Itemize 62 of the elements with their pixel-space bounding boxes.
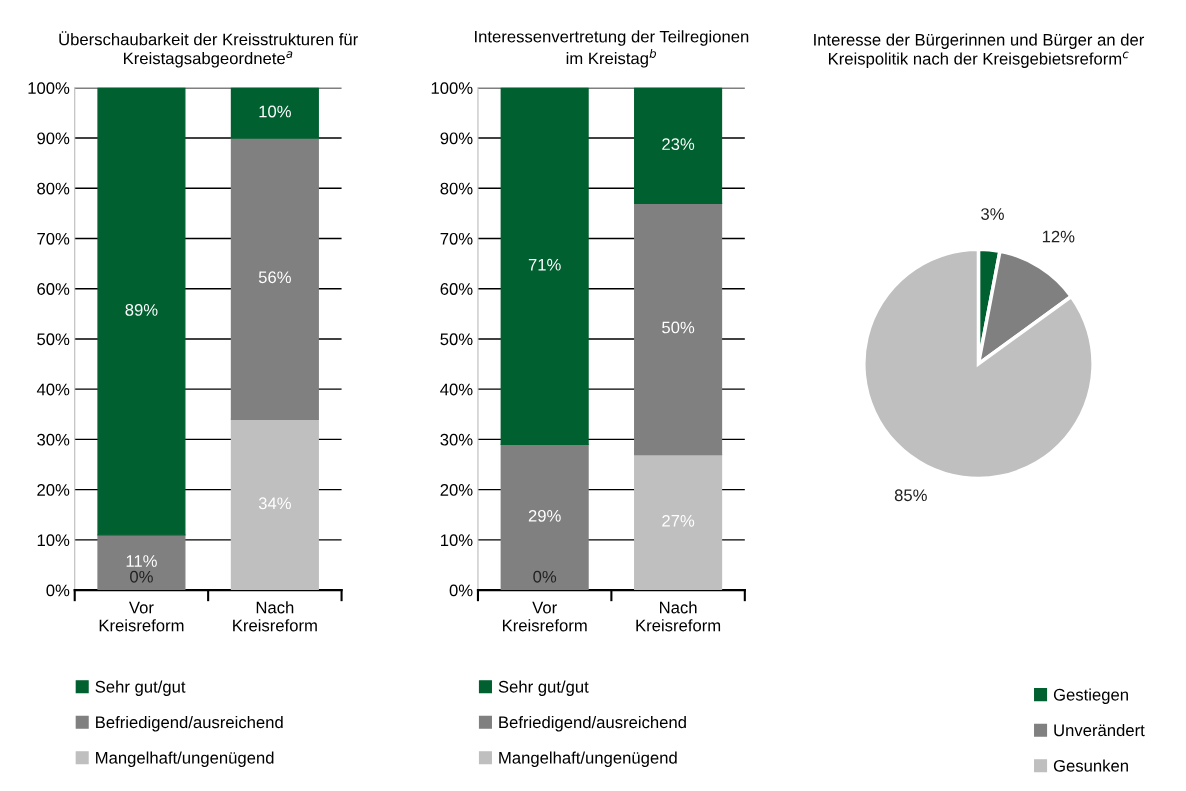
data-label: 10%: [259, 105, 291, 118]
legend-label: Unverändert: [1054, 723, 1145, 737]
bar: [500, 443, 589, 591]
data-label: 23%: [662, 138, 695, 151]
x-tick-label: Nach Kreisreform: [636, 601, 721, 632]
x-tick-label: Nach Kreisreform: [233, 601, 317, 632]
bar: [230, 137, 319, 421]
bar: [230, 418, 319, 591]
data-label: 3%: [981, 208, 1004, 220]
y-tick-label: 10%: [37, 534, 70, 547]
data-label: 0%: [533, 570, 557, 583]
y-tick-label: 60%: [440, 283, 473, 295]
y-tick-label: 20%: [440, 484, 473, 496]
y-tick-label: 80%: [37, 182, 70, 195]
legend-label: Mangelhaft/ungenügend: [96, 751, 274, 768]
data-label: 89%: [125, 303, 158, 316]
x-tick-label: Vor Kreisreform: [99, 601, 184, 632]
y-tick-label: 30%: [37, 433, 70, 446]
bar: [634, 453, 723, 591]
bar: [230, 87, 319, 139]
chart-title: Interesse der Bürgerinnen und Bürger an der Kreispolitik nach der Kreisgebietsreform$^{c}$: [814, 33, 1145, 68]
data-label: 12%: [1042, 230, 1075, 243]
chart-title: Überschaubarkeit der Kreisstrukturen für Kreistagsabgeordnete$^{a}$: [59, 31, 358, 68]
data-label: 34%: [258, 497, 291, 510]
data-label: 0%: [130, 570, 153, 583]
y-tick-label: 70%: [440, 232, 473, 245]
y-tick-label: 10%: [441, 534, 473, 547]
y-tick-label: 60%: [37, 283, 70, 295]
y-tick-label: 0%: [449, 584, 473, 597]
legend-label: Gesunken: [1053, 759, 1128, 772]
y-tick-label: 100%: [28, 82, 70, 94]
x-tick-label: Vor Kreisreform: [502, 601, 587, 632]
data-label: 50%: [662, 321, 695, 334]
y-tick-label: 70%: [37, 232, 70, 245]
legend-label: Gestiegen: [1053, 688, 1128, 704]
y-tick-label: 50%: [440, 333, 473, 346]
y-tick-label: 80%: [440, 182, 473, 195]
y-tick-label: 30%: [440, 433, 473, 446]
y-tick-label: 40%: [36, 383, 70, 396]
legend-label: Mangelhaft/ungenügend: [499, 751, 677, 768]
data-label: 27%: [662, 514, 695, 527]
data-label: 56%: [258, 271, 291, 284]
y-tick-label: 0%: [46, 584, 70, 597]
legend-label: Befriedigend/ausreichend: [96, 715, 283, 732]
bar: [634, 202, 723, 456]
bar: [634, 87, 723, 205]
y-tick-label: 50%: [37, 333, 70, 346]
y-tick-label: 40%: [440, 383, 473, 396]
data-label: 85%: [894, 489, 927, 502]
legend-label: Sehr gut/gut: [498, 680, 589, 696]
bar: [97, 534, 186, 591]
y-tick-label: 20%: [37, 484, 70, 496]
y-tick-label: 100%: [431, 82, 473, 94]
data-label: 29%: [528, 509, 561, 522]
data-label: 71%: [528, 258, 561, 271]
y-tick-label: 90%: [37, 132, 70, 145]
chart-title: Interessenvertretung der Teilregionen im Kreistag$^{b}$: [475, 30, 749, 68]
data-label: 11%: [126, 555, 157, 567]
bar: [500, 87, 589, 446]
y-tick-label: 90%: [440, 132, 473, 145]
legend-label: Befriedigend/ausreichend: [499, 715, 686, 732]
legend-label: Sehr gut/gut: [95, 680, 186, 696]
